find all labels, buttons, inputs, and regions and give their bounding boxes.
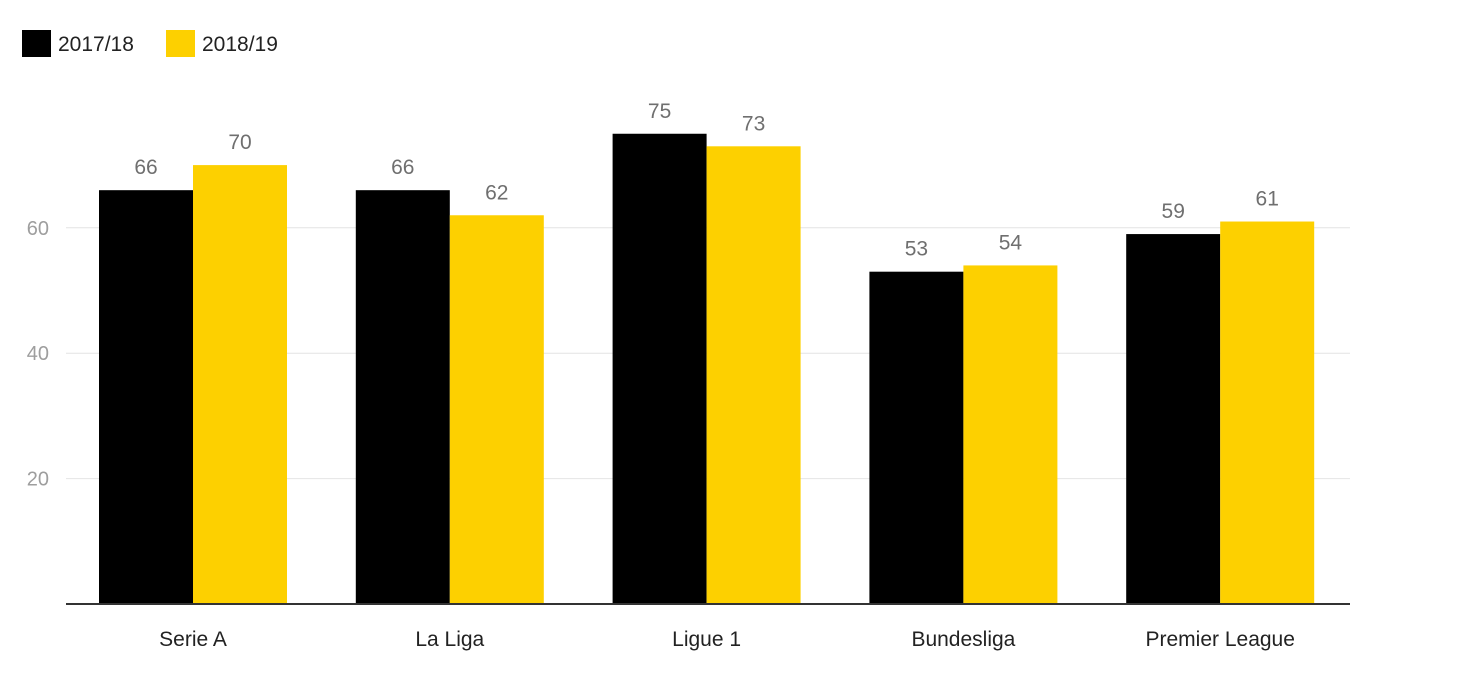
data-label: 73 <box>742 112 765 135</box>
bar-2017-18-ligue-1 <box>612 133 707 604</box>
y-tick-label: 20 <box>27 469 49 491</box>
data-labels: 66 70 66 62 75 73 53 54 59 61 <box>134 100 1279 261</box>
category-label: Bundesliga <box>911 628 1015 651</box>
data-label: 70 <box>228 131 251 154</box>
y-tick-label: 40 <box>27 343 49 365</box>
data-label: 75 <box>648 100 671 123</box>
y-axis-ticks: 20 40 60 <box>27 218 49 491</box>
legend-swatch-0 <box>22 30 51 57</box>
bar-2017-18-la-liga <box>355 190 450 604</box>
category-label: Serie A <box>159 628 227 651</box>
legend: 2017/18 2018/19 <box>22 30 278 57</box>
data-label: 62 <box>485 181 508 204</box>
legend-swatch-1 <box>166 30 195 57</box>
x-axis: Serie A La Liga Ligue 1 Bundesliga Premier L… <box>66 603 1350 651</box>
bar-2018-19-la-liga <box>449 215 544 604</box>
bar-2018-19-bundesliga <box>963 265 1058 604</box>
category-label: Ligue 1 <box>672 628 741 651</box>
data-label: 66 <box>391 156 414 179</box>
bar-2018-19-serie-a <box>193 165 287 604</box>
data-label: 53 <box>905 238 928 261</box>
legend-label-1: 2018/19 <box>202 33 278 56</box>
data-label: 66 <box>134 156 157 179</box>
category-label: Premier League <box>1145 628 1294 651</box>
bars <box>99 133 1315 605</box>
bar-2018-19-ligue-1 <box>706 146 801 605</box>
data-label: 59 <box>1162 200 1185 223</box>
bar-2017-18-serie-a <box>99 190 193 604</box>
bar-2018-19-premier-league <box>1220 221 1315 604</box>
legend-label-0: 2017/18 <box>58 33 134 56</box>
data-label: 54 <box>999 231 1023 254</box>
data-label: 61 <box>1256 188 1279 211</box>
bar-2017-18-bundesliga <box>869 271 964 604</box>
y-tick-label: 60 <box>27 218 49 240</box>
category-label: La Liga <box>415 628 484 651</box>
bar-2017-18-premier-league <box>1126 234 1221 604</box>
